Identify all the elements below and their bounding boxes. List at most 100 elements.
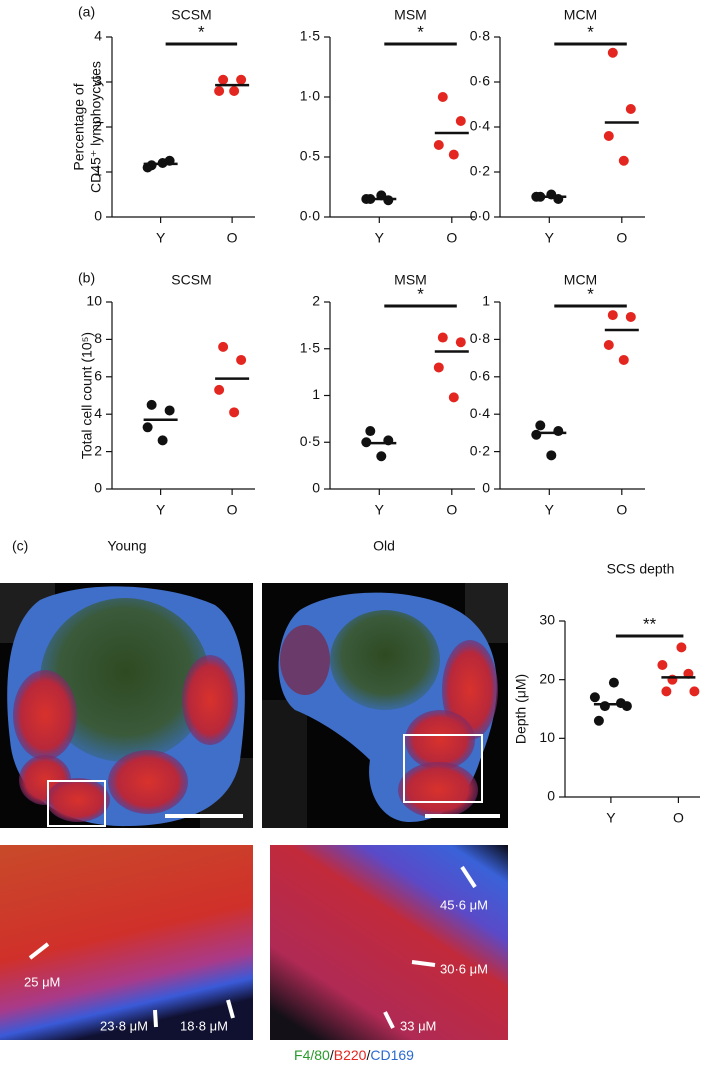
separator: / xyxy=(366,1047,370,1063)
data-point xyxy=(437,332,448,343)
data-point xyxy=(531,429,542,440)
micrograph-young-zoom xyxy=(0,845,253,1040)
data-point xyxy=(607,310,618,321)
data-point xyxy=(661,686,672,697)
panel-label: (b) xyxy=(78,270,95,286)
micrograph-title: Young xyxy=(107,538,146,554)
data-point xyxy=(448,392,459,403)
data-point xyxy=(599,701,610,712)
stain-cd169: CD169 xyxy=(370,1047,414,1063)
data-point xyxy=(433,140,444,150)
measurement-label: 23·8 μM xyxy=(100,1018,148,1033)
y-tick-label: 3 xyxy=(94,73,102,89)
y-tick-label: 0 xyxy=(312,480,320,496)
stain-f480: F4/80 xyxy=(294,1047,330,1063)
significance-label: * xyxy=(587,284,594,303)
data-point xyxy=(553,426,564,437)
data-point xyxy=(146,399,157,410)
x-tick-label: Y xyxy=(156,230,166,246)
data-point xyxy=(218,341,229,352)
data-point xyxy=(214,384,225,395)
measurement-label: 33 μM xyxy=(400,1018,436,1033)
separator: / xyxy=(330,1047,334,1063)
significance-label: ** xyxy=(643,614,657,633)
data-point xyxy=(164,405,175,416)
y-tick-label: 30 xyxy=(539,612,555,628)
x-tick-label: Y xyxy=(545,230,555,246)
y-tick-label: 10 xyxy=(86,293,102,309)
x-tick-label: O xyxy=(446,230,457,246)
x-tick-label: O xyxy=(616,230,627,246)
y-tick-label: 0·5 xyxy=(300,433,320,449)
y-tick-label: 0·2 xyxy=(470,442,490,458)
y-tick-label: 0·0 xyxy=(470,208,490,224)
data-point xyxy=(535,420,546,431)
chart-title: MCM xyxy=(564,272,597,288)
measurement-label: 45·6 μM xyxy=(440,897,488,912)
data-point xyxy=(618,354,629,365)
y-tick-label: 0·4 xyxy=(470,405,490,421)
panel-label: (c) xyxy=(12,538,28,554)
data-point xyxy=(218,74,229,85)
y-tick-label: 2 xyxy=(94,442,102,458)
chart-title: MSM xyxy=(394,272,427,288)
significance-label: * xyxy=(587,22,594,41)
data-point xyxy=(621,701,632,712)
data-point xyxy=(657,660,668,670)
data-point xyxy=(546,450,557,461)
y-axis-label: Total cell count (10⁵) xyxy=(79,332,95,459)
data-point xyxy=(229,86,240,96)
y-tick-label: 0·8 xyxy=(470,330,490,346)
y-tick-label: 1 xyxy=(94,163,102,179)
chart-title: MCM xyxy=(564,7,597,23)
data-point xyxy=(676,642,687,653)
chart-title: SCSM xyxy=(171,7,211,23)
x-tick-label: O xyxy=(227,230,238,246)
y-tick-label: 0 xyxy=(94,480,102,496)
y-tick-label: 10 xyxy=(539,729,555,745)
chart-title: SCS depth xyxy=(607,561,675,577)
measurement-label: 25 μM xyxy=(24,974,60,989)
y-tick-label: 0·8 xyxy=(470,28,490,44)
y-tick-label: 0·6 xyxy=(470,73,490,89)
y-axis-label: Percentage of xyxy=(71,83,87,170)
micrograph-young xyxy=(0,583,253,828)
micrograph-old-zoom xyxy=(270,845,508,1040)
x-tick-label: O xyxy=(446,502,457,518)
data-point xyxy=(448,149,459,160)
y-tick-label: 1 xyxy=(312,386,320,402)
y-tick-label: 0·2 xyxy=(470,163,490,179)
y-tick-label: 20 xyxy=(539,670,555,686)
y-tick-label: 2 xyxy=(312,293,320,309)
x-tick-label: O xyxy=(616,502,627,518)
measurement-label: 18·8 μM xyxy=(180,1018,228,1033)
data-point xyxy=(433,362,444,373)
x-tick-label: Y xyxy=(606,810,616,826)
y-axis-label: Depth (μM) xyxy=(513,674,529,744)
x-tick-label: O xyxy=(673,810,684,826)
x-tick-label: Y xyxy=(156,502,166,518)
data-point xyxy=(229,407,240,418)
data-point xyxy=(593,715,604,726)
data-point xyxy=(236,354,247,365)
data-point xyxy=(142,422,153,433)
y-tick-label: 1 xyxy=(482,293,490,309)
x-tick-label: Y xyxy=(545,502,555,518)
y-tick-label: 1·5 xyxy=(300,339,320,355)
data-point xyxy=(608,677,619,688)
data-point xyxy=(589,692,600,703)
stain-b220: B220 xyxy=(334,1047,367,1063)
x-tick-label: Y xyxy=(375,502,385,518)
micrograph-title: Old xyxy=(373,538,395,554)
y-tick-label: 2 xyxy=(94,118,102,134)
x-tick-label: Y xyxy=(375,230,385,246)
data-point xyxy=(376,451,387,462)
y-tick-label: 0·5 xyxy=(300,148,320,164)
chart-title: SCSM xyxy=(171,272,211,288)
data-point xyxy=(603,340,614,351)
data-point xyxy=(603,131,614,141)
data-point xyxy=(214,86,225,96)
y-tick-label: 6 xyxy=(94,368,102,384)
data-point xyxy=(236,74,247,85)
data-point xyxy=(689,686,700,697)
